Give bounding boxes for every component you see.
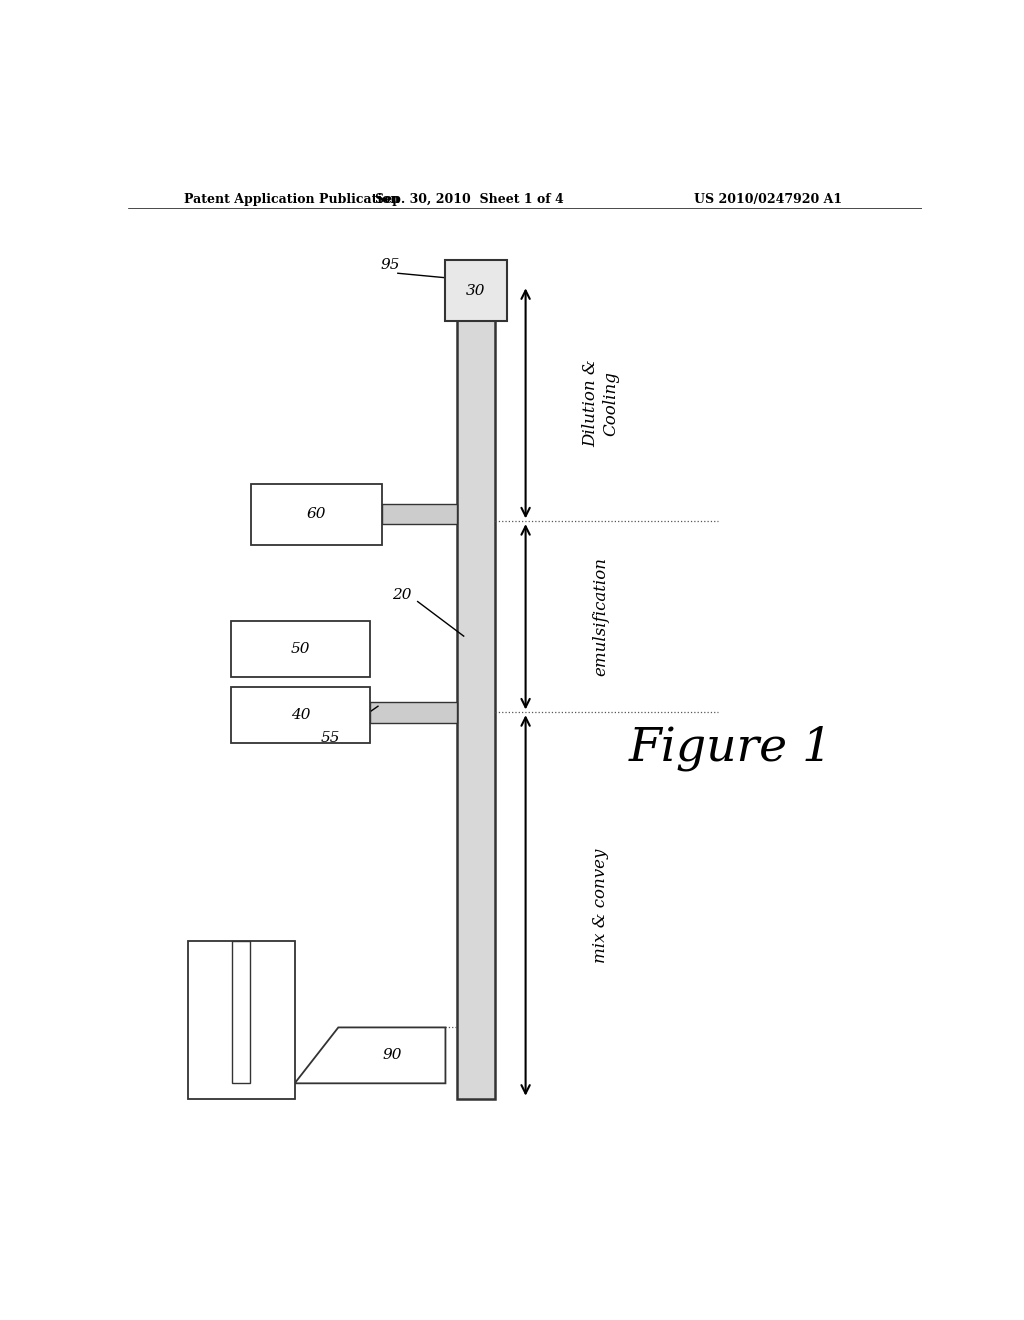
Text: mix & convey: mix & convey bbox=[593, 849, 609, 962]
Text: 50: 50 bbox=[291, 642, 310, 656]
Text: US 2010/0247920 A1: US 2010/0247920 A1 bbox=[694, 193, 842, 206]
Bar bbox=[231, 686, 370, 743]
Text: 80: 80 bbox=[231, 1036, 251, 1051]
Text: Figure 1: Figure 1 bbox=[629, 725, 834, 771]
Bar bbox=[458, 285, 496, 1098]
Bar bbox=[251, 483, 382, 545]
Text: 20: 20 bbox=[392, 589, 412, 602]
Text: Sep. 30, 2010  Sheet 1 of 4: Sep. 30, 2010 Sheet 1 of 4 bbox=[375, 193, 563, 206]
Bar bbox=[187, 941, 295, 1098]
Text: Patent Application Publication: Patent Application Publication bbox=[183, 193, 399, 206]
Text: 90: 90 bbox=[382, 1048, 401, 1063]
Text: 30: 30 bbox=[466, 284, 485, 297]
Text: Dilution &
Cooling: Dilution & Cooling bbox=[583, 359, 620, 447]
Text: 40: 40 bbox=[291, 708, 310, 722]
Text: emulsification: emulsification bbox=[593, 557, 609, 676]
Text: 55: 55 bbox=[321, 731, 340, 744]
Polygon shape bbox=[295, 1027, 445, 1084]
Bar bbox=[231, 620, 370, 677]
Bar bbox=[232, 941, 250, 1084]
Bar bbox=[445, 260, 507, 321]
Bar bbox=[382, 504, 458, 524]
Text: 60: 60 bbox=[307, 507, 327, 521]
Text: 95: 95 bbox=[380, 259, 399, 272]
Bar bbox=[370, 702, 458, 722]
